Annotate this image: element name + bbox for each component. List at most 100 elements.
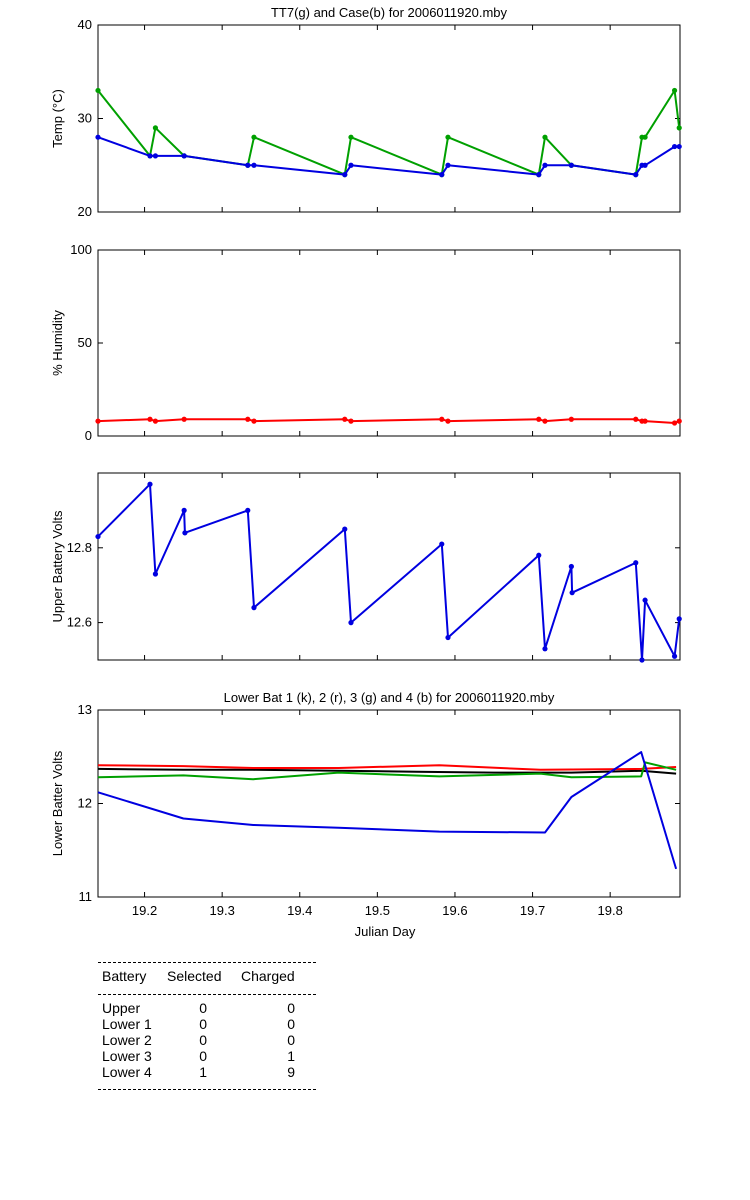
data-point — [95, 418, 101, 424]
data-point — [95, 134, 101, 140]
data-point — [676, 143, 682, 150]
plot-frame — [97, 249, 681, 437]
data-point — [439, 416, 445, 422]
y-axis-label: Upper Battery Volts — [50, 510, 65, 622]
y-axis-label: Temp (°C) — [50, 89, 65, 148]
y-tick-label: 11 — [79, 889, 93, 904]
y-tick-label: 50 — [78, 335, 92, 350]
data-point — [542, 418, 548, 424]
table-row-selected: 1 — [199, 1064, 207, 1080]
data-point — [348, 134, 354, 140]
table-header-rule — [98, 994, 316, 995]
y-axis-label: Lower Batter Volts — [50, 750, 65, 856]
data-point — [676, 418, 682, 424]
data-point — [147, 416, 153, 422]
data-point — [245, 162, 251, 168]
charts-canvas: TT7(g) and Case(b) for 2006011920.mby Tem… — [50, 5, 682, 939]
x-tick-label: 19.2 — [132, 903, 157, 918]
data-point — [251, 134, 257, 140]
data-point — [245, 416, 251, 422]
data-point — [152, 125, 159, 131]
x-tick-label: 19.5 — [365, 903, 390, 918]
table-row-charged: 1 — [287, 1048, 295, 1064]
data-point — [642, 134, 648, 140]
x-axis-label: Julian Day — [355, 924, 416, 939]
table-row-battery: Upper — [102, 1000, 141, 1016]
series-line-tt7 — [97, 89, 681, 176]
data-point — [342, 526, 348, 532]
data-point — [95, 87, 101, 94]
data-point — [181, 153, 187, 159]
data-point — [536, 172, 542, 178]
data-point — [568, 162, 574, 168]
data-point — [251, 418, 257, 424]
data-point — [348, 418, 354, 424]
data-point — [152, 153, 159, 159]
table-header-battery: Battery — [102, 968, 147, 984]
table-row-battery: Lower 1 — [102, 1016, 152, 1032]
table-row-battery: Lower 2 — [102, 1032, 152, 1048]
data-point — [147, 153, 153, 159]
data-point — [568, 563, 574, 570]
y-tick-label: 40 — [78, 17, 92, 32]
data-point — [348, 620, 354, 626]
data-point — [445, 162, 451, 168]
y-tick-label: 0 — [85, 428, 92, 443]
table-row-charged: 9 — [287, 1064, 295, 1080]
table-row-selected: 0 — [199, 1048, 207, 1064]
data-point — [251, 162, 257, 168]
data-point — [542, 162, 548, 168]
data-point — [671, 420, 678, 426]
data-point — [181, 416, 187, 422]
data-point — [633, 416, 639, 422]
data-point — [676, 125, 682, 131]
y-tick-label: 13 — [78, 702, 92, 717]
data-point — [95, 533, 101, 540]
data-point — [245, 507, 251, 513]
chart-title: Lower Bat 1 (k), 2 (r), 3 (g) and 4 (b) … — [224, 690, 555, 705]
data-point — [542, 134, 548, 140]
data-point — [439, 541, 445, 547]
data-point — [445, 634, 451, 641]
table-row-selected: 0 — [199, 1032, 207, 1048]
table-row-charged: 0 — [287, 1032, 295, 1048]
x-tick-label: 19.8 — [598, 903, 623, 918]
chart-title: TT7(g) and Case(b) for 2006011920.mby — [271, 5, 508, 20]
data-point — [445, 418, 451, 424]
data-point — [671, 143, 678, 150]
data-point — [542, 646, 548, 652]
table-row-battery: Lower 4 — [102, 1064, 152, 1080]
y-tick-label: 12.8 — [67, 540, 92, 555]
data-point — [633, 172, 639, 178]
plot-frame — [97, 24, 681, 213]
data-point — [536, 416, 542, 422]
plot-frame — [97, 472, 681, 661]
data-point — [676, 616, 682, 622]
data-point — [152, 418, 159, 424]
x-tick-label: 19.6 — [442, 903, 467, 918]
y-tick-label: 12.6 — [67, 615, 92, 630]
series-line-lower-bat-3 — [97, 761, 677, 781]
data-point — [536, 552, 542, 558]
data-point — [642, 597, 648, 603]
y-tick-label: 20 — [78, 204, 92, 219]
table-bottom-rule — [98, 1089, 316, 1090]
table-top-rule — [98, 962, 316, 963]
table-row-charged: 0 — [287, 1016, 295, 1032]
data-point — [671, 653, 678, 659]
plot-frame — [97, 709, 681, 898]
table-row-battery: Lower 3 — [102, 1048, 152, 1064]
x-tick-label: 19.7 — [520, 903, 545, 918]
data-point — [642, 418, 648, 424]
data-point — [633, 560, 639, 566]
data-point — [671, 87, 678, 94]
data-point — [152, 571, 159, 577]
data-point — [445, 134, 451, 140]
x-tick-label: 19.4 — [287, 903, 312, 918]
y-tick-label: 12 — [78, 796, 92, 811]
table-row-selected: 0 — [199, 1000, 207, 1016]
data-point — [342, 172, 348, 178]
x-tick-label: 19.3 — [210, 903, 235, 918]
y-axis-label: % Humidity — [50, 310, 65, 376]
data-point — [439, 172, 445, 178]
